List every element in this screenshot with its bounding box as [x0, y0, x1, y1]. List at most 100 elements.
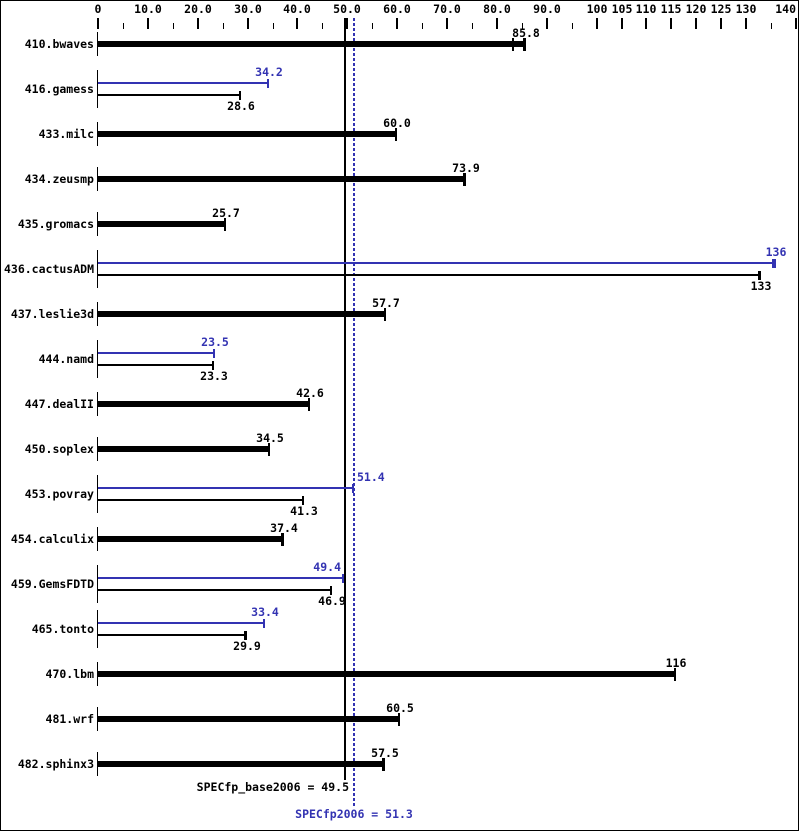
base-range-tick: [382, 757, 384, 771]
axis-major-tick: [247, 18, 249, 29]
base-range-tick: [463, 172, 465, 186]
benchmark-label: 481.wrf: [45, 712, 94, 726]
base-range-tick: [281, 532, 283, 546]
axis-tick-label: 10.0: [134, 2, 162, 16]
base-value-label: 28.6: [227, 99, 255, 113]
row-baseline-tick: [97, 250, 98, 288]
base-bar: [98, 311, 386, 317]
base-value-label: 85.8: [512, 26, 540, 40]
base-bar-endcap: [268, 442, 270, 456]
base-value-label: 42.6: [296, 386, 324, 400]
base-value-label: 29.9: [233, 639, 261, 653]
base-bar-endcap: [384, 307, 386, 321]
axis-tick-label: 0: [94, 2, 102, 16]
benchmark-label: 447.dealII: [24, 397, 94, 411]
base-value-label: 60.0: [383, 116, 411, 130]
base-bar: [98, 41, 526, 47]
row-baseline-tick: [97, 752, 98, 776]
axis-minor-tick: [273, 23, 274, 29]
base-bar: [98, 499, 304, 501]
row-baseline-tick: [97, 122, 98, 146]
peak-value-label: 51.4: [357, 470, 385, 484]
base-value-label: 23.3: [200, 369, 228, 383]
base-range-tick: [758, 270, 760, 280]
axis-major-tick: [147, 18, 149, 29]
axis-major-tick: [197, 18, 199, 29]
row-baseline-tick: [97, 475, 98, 513]
row-baseline-tick: [97, 212, 98, 236]
peak-bar: [98, 352, 215, 354]
base-bar-endcap: [212, 360, 214, 370]
axis-major-tick: [596, 18, 598, 29]
row-baseline-tick: [97, 32, 98, 56]
axis-minor-tick: [123, 23, 124, 29]
axis-major-tick: [645, 18, 647, 29]
axis-major-tick: [346, 18, 348, 29]
row-baseline-tick: [97, 392, 98, 416]
base-mean-line: [344, 18, 346, 780]
axis-major-tick: [396, 18, 398, 29]
base-bar-endcap: [759, 270, 761, 280]
base-bar: [98, 401, 310, 407]
base-range-tick: [244, 630, 246, 640]
axis-tick-label: 80.0: [483, 2, 511, 16]
benchmark-label: 450.soplex: [24, 442, 94, 456]
row-baseline-tick: [97, 437, 98, 461]
axis-minor-tick: [572, 23, 573, 29]
benchmark-label: 465.tonto: [31, 622, 94, 636]
base-value-label: 133: [750, 279, 772, 293]
axis-minor-tick: [223, 23, 224, 29]
base-range-tick: [512, 37, 514, 51]
base-bar: [98, 536, 284, 542]
axis-major-tick: [720, 18, 722, 29]
axis-minor-tick: [522, 23, 523, 29]
benchmark-label: 434.zeusmp: [24, 172, 94, 186]
base-bar: [98, 274, 761, 276]
base-bar: [98, 131, 397, 137]
peak-value-label: 33.4: [251, 605, 279, 619]
row-baseline-tick: [97, 707, 98, 731]
base-value-label: 34.5: [256, 431, 284, 445]
axis-tick-label: 50.0: [333, 2, 361, 16]
row-baseline-tick: [97, 662, 98, 686]
benchmark-label: 454.calculix: [10, 532, 94, 546]
benchmark-label: 459.GemsFDTD: [10, 577, 94, 591]
base-bar: [98, 446, 270, 452]
axis-tick-label: 110: [635, 2, 657, 16]
peak-bar: [98, 487, 354, 489]
base-bar-endcap: [302, 495, 304, 505]
peak-value-label: 136: [765, 245, 787, 259]
axis-tick-label: 60.0: [383, 2, 411, 16]
base-bar: [98, 94, 241, 96]
row-baseline-tick: [97, 167, 98, 191]
axis-major-tick: [496, 18, 498, 29]
axis-minor-tick: [771, 23, 772, 29]
base-value-label: 60.5: [386, 701, 414, 715]
row-baseline-tick: [97, 70, 98, 108]
axis-tick-label: 100: [586, 2, 608, 16]
base-bar: [98, 716, 400, 722]
base-bar-endcap: [398, 712, 400, 726]
benchmark-label: 437.leslie3d: [10, 307, 94, 321]
base-bar-endcap: [224, 217, 226, 231]
peak-bar-endcap: [342, 573, 344, 583]
axis-major-tick: [745, 18, 747, 29]
axis-major-tick: [695, 18, 697, 29]
base-range-tick: [523, 37, 525, 51]
peak-bar-endcap: [352, 483, 354, 493]
benchmark-label: 435.gromacs: [17, 217, 94, 231]
base-bar-endcap: [524, 37, 526, 51]
peak-value-label: 49.4: [313, 560, 341, 574]
base-bar-endcap: [245, 630, 247, 640]
peak-bar-endcap: [774, 258, 776, 268]
peak-mean-line: [353, 18, 355, 807]
axis-tick-label: 140: [775, 2, 796, 16]
row-baseline-tick: [97, 340, 98, 378]
peak-bar: [98, 82, 269, 84]
footer-base-mean-label: SPECfp_base2006 = 49.5: [196, 780, 349, 794]
base-bar-endcap: [395, 127, 397, 141]
peak-bar: [98, 262, 776, 264]
base-value-label: 57.7: [372, 296, 400, 310]
benchmark-label: 416.gamess: [24, 82, 94, 96]
